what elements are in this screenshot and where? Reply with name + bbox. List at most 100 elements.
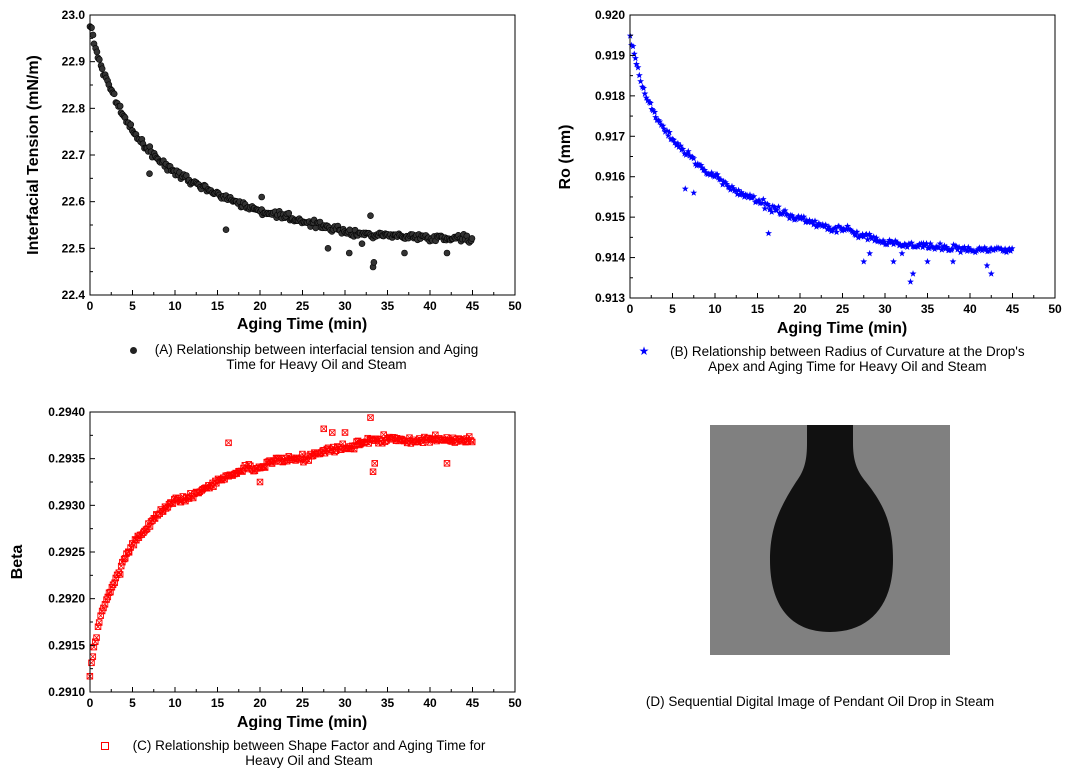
chart-b-data-point bbox=[902, 241, 910, 248]
chart-c-x-tick-label: 40 bbox=[423, 696, 437, 710]
chart-b-data-point bbox=[638, 83, 646, 90]
chart-b-data-point bbox=[848, 227, 856, 235]
chart-b-y-tick-label: 0.919 bbox=[595, 48, 625, 62]
chart-b-data-point bbox=[851, 230, 858, 238]
chart-b-x-tick-label: 25 bbox=[836, 302, 850, 316]
chart-a-y-tick-label: 23.0 bbox=[62, 8, 86, 22]
chart-b-data-point bbox=[920, 239, 927, 247]
chart-b-data-point bbox=[863, 230, 870, 238]
chart-a-outlier-point bbox=[222, 226, 230, 233]
chart-b-y-tick-label: 0.914 bbox=[595, 251, 625, 265]
chart-b-data-point bbox=[723, 180, 731, 188]
chart-b-data-point bbox=[657, 121, 665, 128]
chart-a-x-tick-label: 5 bbox=[129, 299, 136, 313]
chart-b-data-point bbox=[692, 160, 699, 167]
chart-b-x-tick-label: 30 bbox=[878, 302, 892, 316]
chart-b-data-point bbox=[701, 166, 709, 174]
chart-b-data-point bbox=[790, 214, 797, 221]
chart-a-data-point bbox=[88, 24, 95, 32]
chart-a-y-tick-label: 22.5 bbox=[62, 241, 86, 255]
chart-b-data-point bbox=[809, 218, 816, 225]
chart-b-outlier-point bbox=[983, 262, 991, 269]
chart-c-y-axis-label: Beta bbox=[9, 545, 26, 580]
chart-b-data-point bbox=[788, 212, 796, 219]
chart-b-data-point bbox=[948, 245, 956, 252]
chart-b-data-point bbox=[873, 234, 880, 241]
chart-b-data-point bbox=[961, 243, 968, 251]
chart-b-data-point bbox=[708, 169, 716, 176]
chart-b-data-point bbox=[963, 247, 971, 254]
chart-c-y-tick-label: 0.2915 bbox=[48, 638, 85, 652]
chart-b-data-point bbox=[681, 150, 688, 157]
chart-b-x-axis-label: Aging Time (min) bbox=[777, 320, 907, 337]
chart-b-data-point bbox=[732, 187, 740, 194]
chart-b-data-point bbox=[876, 238, 884, 245]
chart-b-outlier-point bbox=[690, 189, 698, 196]
chart-b-data-point bbox=[955, 243, 963, 251]
chart-b-data-point bbox=[743, 191, 751, 199]
chart-a-x-tick-label: 0 bbox=[87, 299, 94, 313]
chart-c-x-tick-label: 5 bbox=[129, 696, 136, 710]
chart-b-data-point bbox=[844, 222, 851, 230]
chart-b-y-axis-label: Ro (mm) bbox=[557, 125, 574, 190]
chart-a-x-tick-label: 30 bbox=[338, 299, 352, 313]
chart-b-data-point bbox=[758, 199, 766, 206]
chart-b-data-point bbox=[932, 243, 940, 250]
chart-b-data-point bbox=[943, 243, 951, 251]
chart-a-y-tick-label: 22.6 bbox=[62, 195, 86, 209]
chart-a-y-axis-label: Interfacial Tension (mN/m) bbox=[25, 55, 42, 255]
chart-c-x-tick-label: 45 bbox=[466, 696, 480, 710]
chart-b-data-point bbox=[722, 178, 729, 186]
chart-a-outlier-point bbox=[258, 193, 266, 201]
chart-b-outlier-point bbox=[860, 258, 868, 265]
chart-b-data-point bbox=[730, 184, 737, 192]
chart-b-data-point bbox=[833, 228, 840, 236]
chart-b-data-point bbox=[651, 108, 659, 115]
chart-b-data-point bbox=[719, 181, 727, 188]
chart-b-data-point bbox=[886, 236, 894, 244]
chart-b-y-tick-label: 0.917 bbox=[595, 129, 625, 143]
chart-b-data-point bbox=[852, 231, 860, 239]
chart-c-y-tick-label: 0.2935 bbox=[48, 452, 85, 466]
chart-b-data-point bbox=[800, 213, 808, 220]
chart-b-data-point bbox=[661, 128, 669, 135]
chart-b-data-point bbox=[864, 236, 872, 243]
chart-b-data-point bbox=[737, 188, 745, 196]
chart-c-outlier-point bbox=[225, 439, 232, 447]
chart-b-data-point bbox=[665, 128, 673, 136]
chart-b-data-point bbox=[670, 136, 677, 143]
chart-c-outlier-point bbox=[369, 468, 377, 475]
chart-a-data-point bbox=[110, 90, 118, 98]
chart-c-outlier-point bbox=[367, 414, 374, 421]
chart-b-data-point bbox=[923, 240, 930, 247]
chart-b-data-point bbox=[714, 174, 722, 181]
chart-b-data-point bbox=[806, 216, 813, 224]
chart-b-data-point bbox=[761, 205, 769, 212]
chart-b-legend: ★ (B) Relationship between Radius of Curv… bbox=[628, 344, 1048, 374]
chart-a-legend-text: (A) Relationship between interfacial ten… bbox=[154, 342, 479, 372]
chart-c-x-tick-label: 50 bbox=[508, 696, 522, 710]
chart-b-y-tick-label: 0.916 bbox=[595, 170, 625, 184]
chart-c-outlier-point bbox=[329, 429, 336, 436]
chart-b-data-point bbox=[660, 125, 668, 132]
chart-b-data-point bbox=[1006, 245, 1013, 252]
chart-b-data-point bbox=[970, 247, 978, 254]
chart-b-y-tick-label: 0.920 bbox=[595, 8, 625, 22]
chart-a-outlier-point bbox=[367, 212, 374, 219]
chart-b-data-point bbox=[894, 239, 902, 246]
chart-a-data-point bbox=[116, 102, 124, 110]
chart-a-x-tick-label: 35 bbox=[381, 299, 395, 313]
chart-c-y-tick-label: 0.2940 bbox=[48, 405, 85, 419]
chart-a-points bbox=[86, 23, 476, 271]
chart-b-legend-marker: ★ bbox=[638, 344, 650, 358]
chart-c-data-point bbox=[95, 619, 103, 626]
chart-b-data-point bbox=[928, 243, 936, 250]
chart-c-x-tick-label: 0 bbox=[87, 696, 94, 710]
chart-b-data-point bbox=[784, 211, 792, 218]
chart-b-data-point bbox=[684, 147, 692, 155]
chart-a-y-tick-label: 22.8 bbox=[62, 101, 86, 115]
chart-a-outlier-point bbox=[443, 249, 451, 257]
chart-b-x-tick-label: 15 bbox=[751, 302, 765, 316]
chart-b-data-point bbox=[648, 105, 656, 113]
chart-b-data-point bbox=[679, 145, 687, 153]
